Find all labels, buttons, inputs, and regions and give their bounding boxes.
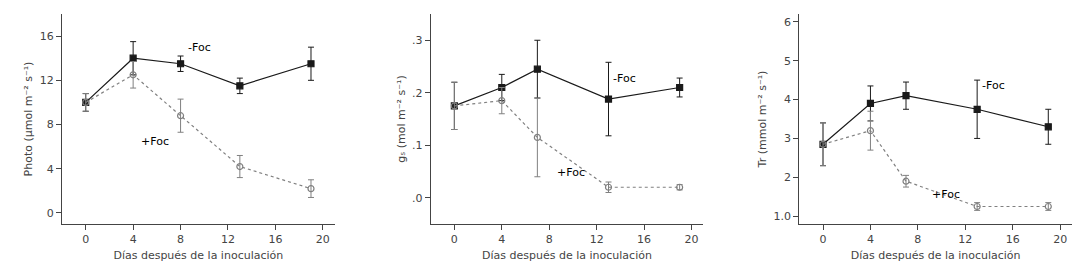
svg-text:Días después de la inoculación: Días después de la inoculación [482, 249, 652, 262]
svg-text:5: 5 [784, 55, 791, 68]
svg-text:20: 20 [1053, 233, 1067, 246]
svg-text:16: 16 [637, 233, 651, 246]
svg-text:12: 12 [590, 233, 604, 246]
svg-text:.0: .0 [412, 192, 423, 205]
svg-text:gₛ (mol m⁻² s⁻¹): gₛ (mol m⁻² s⁻¹) [395, 75, 408, 163]
svg-text:Días después de la inoculación: Días después de la inoculación [113, 249, 283, 262]
svg-text:+Foc: +Foc [932, 188, 960, 201]
svg-text:16: 16 [40, 30, 54, 43]
svg-text:16: 16 [268, 233, 282, 246]
svg-text:6: 6 [784, 16, 791, 29]
svg-text:Días después de la inoculación: Días después de la inoculación [851, 249, 1021, 262]
svg-text:.2: .2 [412, 87, 423, 100]
svg-text:+Foc: +Foc [557, 166, 585, 179]
svg-text:Photo (μmol m⁻² s⁻¹): Photo (μmol m⁻² s⁻¹) [22, 62, 35, 177]
svg-text:.3: .3 [412, 34, 423, 47]
svg-text:3: 3 [784, 132, 791, 145]
svg-text:.1: .1 [412, 139, 423, 152]
svg-text:Tr (mmol m⁻² s⁻¹): Tr (mmol m⁻² s⁻¹) [756, 71, 769, 169]
svg-text:12: 12 [40, 74, 54, 87]
svg-text:8: 8 [914, 233, 921, 246]
svg-text:4: 4 [867, 233, 874, 246]
svg-text:-Foc: -Foc [613, 72, 636, 85]
svg-text:0: 0 [82, 233, 89, 246]
svg-text:0: 0 [451, 233, 458, 246]
svg-text:20: 20 [316, 233, 330, 246]
svg-text:4: 4 [498, 233, 505, 246]
svg-text:-Foc: -Foc [982, 79, 1005, 92]
svg-text:8: 8 [177, 233, 184, 246]
svg-text:2: 2 [784, 171, 791, 184]
svg-text:8: 8 [546, 233, 553, 246]
svg-text:20: 20 [684, 233, 698, 246]
svg-text:4: 4 [784, 93, 791, 106]
svg-text:0: 0 [820, 233, 827, 246]
svg-text:12: 12 [221, 233, 235, 246]
svg-text:0: 0 [47, 207, 54, 220]
svg-text:4: 4 [47, 163, 54, 176]
svg-text:8: 8 [47, 118, 54, 131]
svg-text:1.0: 1.0 [774, 210, 792, 223]
svg-text:+Foc: +Foc [141, 135, 169, 148]
svg-text:-Foc: -Foc [188, 41, 211, 54]
svg-text:4: 4 [130, 233, 137, 246]
svg-text:12: 12 [958, 233, 972, 246]
svg-text:16: 16 [1006, 233, 1020, 246]
